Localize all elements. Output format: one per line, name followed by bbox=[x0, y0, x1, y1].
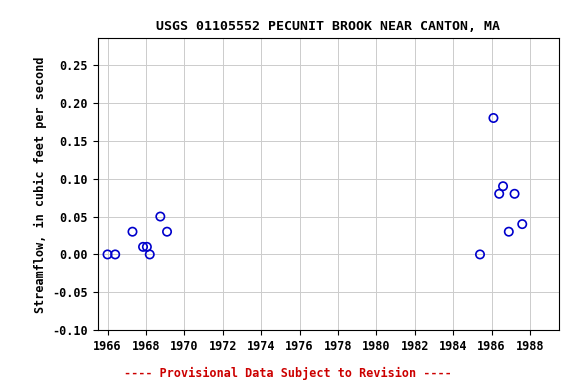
Point bbox=[518, 221, 527, 227]
Point bbox=[495, 191, 504, 197]
Point bbox=[156, 214, 165, 220]
Point bbox=[103, 252, 112, 258]
Point bbox=[128, 228, 137, 235]
Y-axis label: Streamflow, in cubic feet per second: Streamflow, in cubic feet per second bbox=[34, 56, 47, 313]
Point bbox=[504, 228, 513, 235]
Point bbox=[142, 244, 151, 250]
Point bbox=[475, 252, 484, 258]
Point bbox=[145, 252, 154, 258]
Point bbox=[498, 183, 507, 189]
Text: ---- Provisional Data Subject to Revision ----: ---- Provisional Data Subject to Revisio… bbox=[124, 367, 452, 380]
Title: USGS 01105552 PECUNIT BROOK NEAR CANTON, MA: USGS 01105552 PECUNIT BROOK NEAR CANTON,… bbox=[156, 20, 501, 33]
Point bbox=[111, 252, 120, 258]
Point bbox=[489, 115, 498, 121]
Point bbox=[138, 244, 147, 250]
Point bbox=[510, 191, 519, 197]
Point bbox=[162, 228, 172, 235]
